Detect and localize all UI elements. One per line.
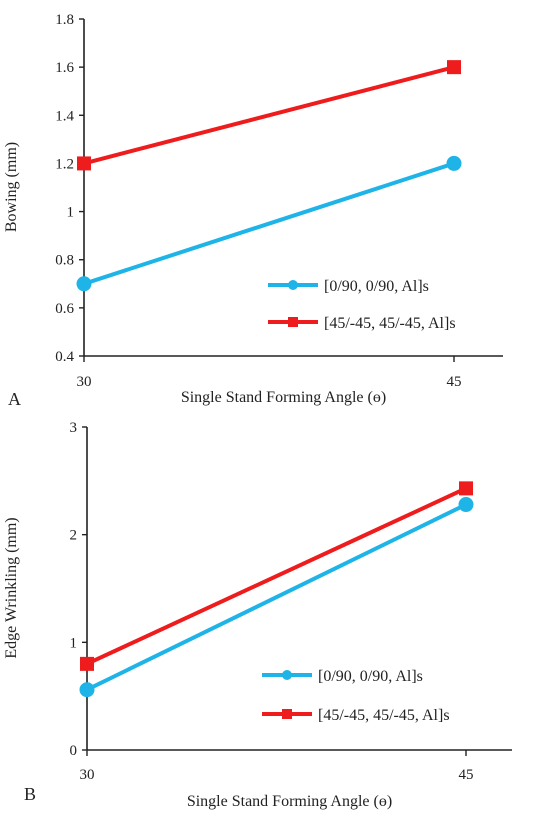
y-tick-label: 0: [70, 743, 78, 759]
y-tick-label: 1: [67, 205, 75, 221]
y-tick-label: 1.4: [55, 108, 74, 124]
data-point: [458, 497, 474, 513]
series-line: [83, 65, 455, 166]
y-tick-label: 1.8: [55, 12, 74, 28]
series-angle-ply: [77, 60, 461, 171]
y-tick-label: 1.6: [55, 60, 74, 76]
x-axis-title: Single Stand Forming Angle (ɵ): [187, 793, 392, 810]
legend-marker: [288, 317, 298, 327]
series-angle-ply: [80, 481, 473, 671]
y-tick-label: 1: [70, 635, 78, 651]
x-tick-label: 30: [77, 374, 92, 390]
legend-marker: [282, 670, 292, 680]
y-tick-label: 3: [70, 420, 78, 436]
data-point: [77, 156, 91, 171]
data-point: [79, 682, 95, 698]
panel-letter: A: [8, 389, 21, 409]
y-tick-label: 2: [70, 528, 78, 544]
x-tick-label: 45: [459, 767, 474, 783]
chart-panel-a: 0.4 0.6 0.8 1 1.2 1.4 1.6 1.8 30 45 Single Stand F…: [3, 12, 503, 409]
panel-letter: B: [24, 784, 36, 804]
legend: [0/90, 0/90, Al]s [45/-45, 45/-45, Al]s: [262, 668, 450, 724]
legend-label: [0/90, 0/90, Al]s: [324, 278, 429, 295]
x-axis-title: Single Stand Forming Angle (ɵ): [181, 389, 386, 406]
y-tick-label: 0.8: [55, 253, 74, 269]
series-line: [86, 502, 467, 692]
x-tick-label: 45: [447, 374, 462, 390]
legend-label: [45/-45, 45/-45, Al]s: [318, 707, 450, 724]
data-point: [447, 60, 461, 75]
data-point: [446, 155, 462, 171]
legend: [0/90, 0/90, Al]s [45/-45, 45/-45, Al]s: [268, 278, 456, 332]
y-tick-label: 0.6: [55, 301, 74, 317]
series-cross-ply: [76, 155, 462, 292]
y-tick-label: 0.4: [55, 349, 74, 365]
y-tick-label: 1.2: [55, 156, 74, 172]
y-axis-title: Bowing (mm): [3, 142, 20, 232]
legend-marker: [288, 280, 298, 290]
series-cross-ply: [79, 497, 474, 698]
data-point: [76, 276, 92, 292]
legend-label: [0/90, 0/90, Al]s: [318, 668, 423, 685]
y-axis-title: Edge Wrinkling (mm): [3, 517, 20, 658]
chart-panel-b: 0 1 2 3 30 45 Single Stand Forming Angle (ɵ) Ed…: [3, 420, 512, 810]
legend-marker: [282, 709, 292, 719]
x-tick-label: 30: [80, 767, 95, 783]
legend-label: [45/-45, 45/-45, Al]s: [324, 315, 456, 332]
series-line: [83, 161, 455, 286]
data-point: [80, 656, 94, 671]
series-line: [86, 486, 467, 666]
data-point: [459, 481, 473, 496]
